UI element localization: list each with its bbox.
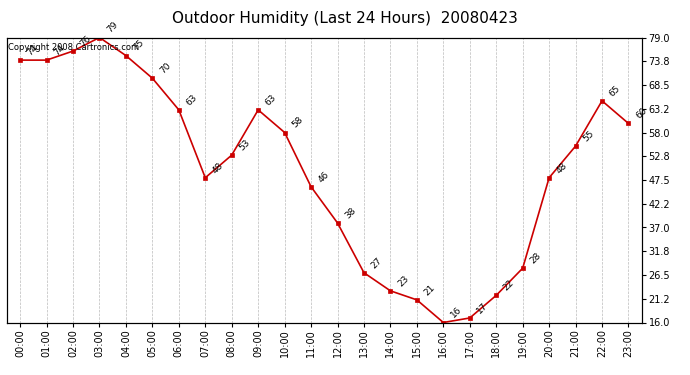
- Text: 58: 58: [290, 115, 305, 130]
- Text: 70: 70: [158, 61, 172, 75]
- Text: 55: 55: [581, 129, 595, 143]
- Text: 28: 28: [529, 251, 542, 266]
- Text: 79: 79: [105, 20, 119, 35]
- Text: 74: 74: [52, 43, 66, 57]
- Text: Copyright 2008 Cartronics.com: Copyright 2008 Cartronics.com: [8, 43, 139, 52]
- Text: Outdoor Humidity (Last 24 Hours)  20080423: Outdoor Humidity (Last 24 Hours) 2008042…: [172, 11, 518, 26]
- Text: 60: 60: [634, 106, 649, 121]
- Text: 74: 74: [26, 43, 40, 57]
- Text: 16: 16: [449, 305, 464, 320]
- Text: 76: 76: [79, 34, 93, 48]
- Text: 17: 17: [475, 301, 490, 315]
- Text: 75: 75: [132, 38, 146, 53]
- Text: 21: 21: [422, 283, 437, 297]
- Text: 63: 63: [264, 93, 278, 107]
- Text: 23: 23: [396, 274, 411, 288]
- Text: 46: 46: [317, 170, 331, 184]
- Text: 65: 65: [608, 84, 622, 98]
- Text: 63: 63: [184, 93, 199, 107]
- Text: 22: 22: [502, 278, 516, 292]
- Text: 53: 53: [237, 138, 252, 152]
- Text: 38: 38: [343, 206, 357, 220]
- Text: 48: 48: [555, 160, 569, 175]
- Text: 48: 48: [211, 160, 225, 175]
- Text: 27: 27: [370, 255, 384, 270]
